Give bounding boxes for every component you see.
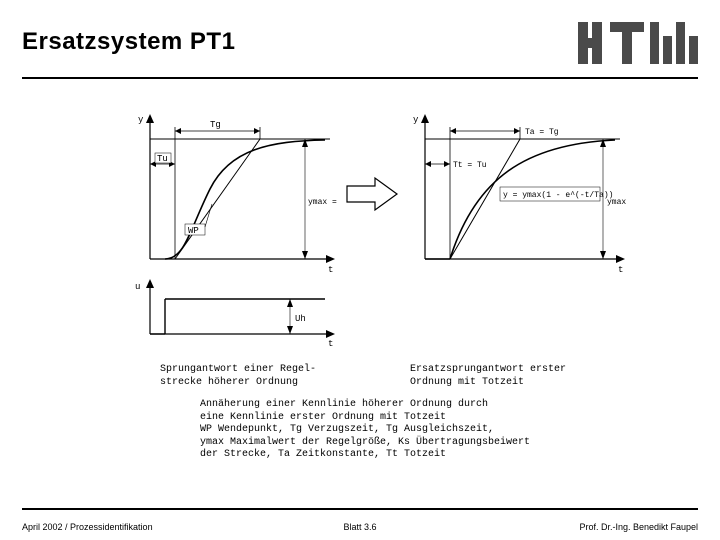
y-axis-label: y xyxy=(138,115,144,125)
step-input-chart: u t Uh xyxy=(130,279,340,349)
left-caption: Sprungantwort einer Regel- strecke höher… xyxy=(160,364,316,389)
footer-right: Prof. Dr.-Ing. Benedikt Faupel xyxy=(579,522,698,532)
bottom-caption: Annäherung einer Kennlinie höherer Ordnu… xyxy=(200,399,530,462)
ymax-label-r: ymax xyxy=(607,198,626,207)
right-caption: Ersatzsprungantwort erster Ordnung mit T… xyxy=(410,364,566,389)
tg-label: Tg xyxy=(210,120,221,130)
uh-label: Uh xyxy=(295,314,306,324)
x-axis-label-r: t xyxy=(618,265,623,275)
diagram-area: y t Tg Tu WP ymax = Ks·Uh xyxy=(0,79,720,459)
footer-left: April 2002 / Prozessidentifikation xyxy=(22,522,153,532)
ymax-label: ymax = Ks·Uh xyxy=(308,198,340,207)
slide-footer: April 2002 / Prozessidentifikation Blatt… xyxy=(22,522,698,532)
tt-label: Tt = Tu xyxy=(453,161,487,170)
t-axis-label: t xyxy=(328,339,333,349)
left-response-chart: y t Tg Tu WP ymax = Ks·Uh xyxy=(130,109,340,279)
slide-header: Ersatzsystem PT1 xyxy=(0,0,720,77)
htw-logo-icon xyxy=(578,22,698,69)
transform-arrow-icon xyxy=(345,174,400,214)
footer-rule xyxy=(22,508,698,510)
formula-label: y = ymax(1 - e^(-t/Ta)) xyxy=(503,191,613,200)
x-axis-label: t xyxy=(328,265,333,275)
slide-title: Ersatzsystem PT1 xyxy=(22,28,235,56)
right-response-chart: y t Ta = Tg Tt = Tu y = ymax(1 - e^(-t/T… xyxy=(405,109,635,279)
u-axis-label: u xyxy=(135,282,140,292)
wp-label: WP xyxy=(188,226,199,236)
ta-label: Ta = Tg xyxy=(525,128,559,137)
footer-center: Blatt 3.6 xyxy=(343,522,376,532)
y-axis-label-r: y xyxy=(413,115,419,125)
tu-label: Tu xyxy=(157,154,168,164)
